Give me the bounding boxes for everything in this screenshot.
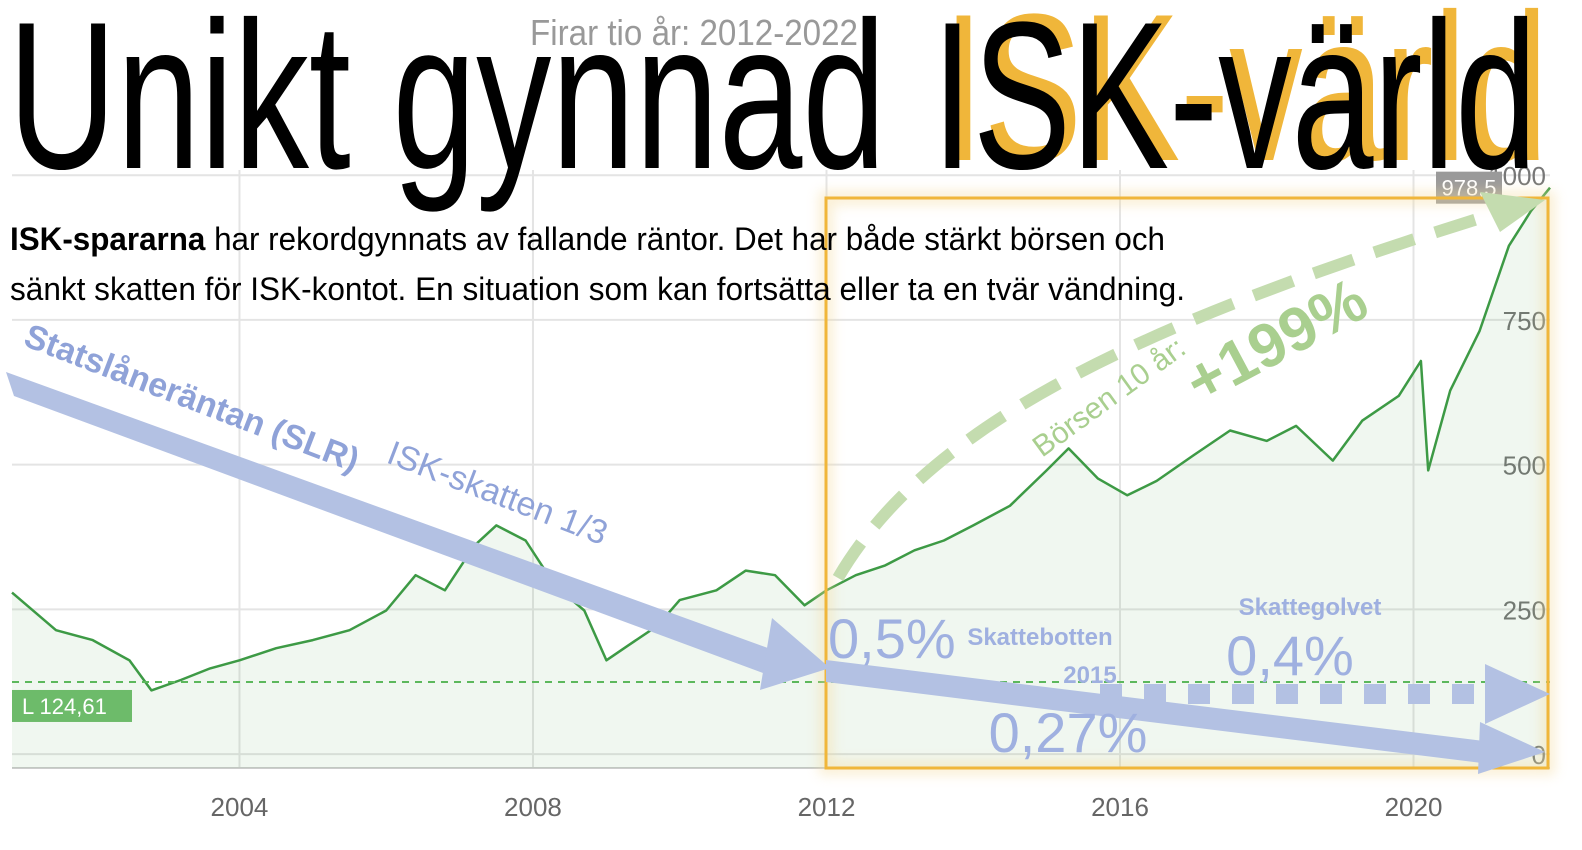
intro-line: ISK-spararna har rekordgynnats av fallan… bbox=[10, 221, 1165, 257]
tax-bottom-year: 2015 bbox=[1063, 662, 1116, 689]
floor-arrow-head bbox=[1485, 664, 1550, 724]
x-tick-label: 2004 bbox=[211, 792, 269, 822]
x-tick-label: 2008 bbox=[504, 792, 562, 822]
rate-2012: 0,5% bbox=[828, 607, 956, 670]
low-label: L 124,61 bbox=[22, 694, 107, 719]
low-label-box bbox=[12, 689, 132, 722]
slr-arrow-head bbox=[760, 618, 830, 690]
line bbox=[11, 186, 1551, 692]
rate-arrows bbox=[6, 372, 1550, 774]
y-tick-label: 500 bbox=[1503, 451, 1546, 481]
intro-text: har rekordgynnats av fallande räntor. De… bbox=[205, 221, 1165, 257]
x-tick-label: 2016 bbox=[1091, 792, 1149, 822]
tax-bottom-label: Skattebotten bbox=[967, 624, 1112, 651]
intro-bold: ISK-spararna bbox=[10, 221, 206, 257]
area bbox=[12, 187, 1550, 768]
rate-floor: 0,4% bbox=[1226, 624, 1354, 687]
stock-trend-head bbox=[1480, 192, 1545, 232]
tax-arrow-shaft bbox=[826, 660, 1492, 764]
intro-line: sänkt skatten för ISK-kontot. En situati… bbox=[10, 271, 1185, 307]
y-tick-label: 750 bbox=[1503, 306, 1546, 336]
rate-now: 0,27% bbox=[989, 701, 1148, 764]
title-highlight: ISK-värld bbox=[932, 0, 1537, 213]
slr-arrow-shaft bbox=[6, 372, 790, 680]
subtitle: Firar tio år: 2012-2022 bbox=[530, 12, 858, 53]
y-tick-label: 250 bbox=[1503, 595, 1546, 625]
x-tick-label: 2020 bbox=[1385, 792, 1443, 822]
overlay: Statslåneräntan (SLR) ISK-skatten 1/3 Bö… bbox=[6, 0, 1555, 775]
tax-arrow-head bbox=[1478, 722, 1545, 774]
stock-trend-arrow bbox=[832, 206, 1502, 582]
x-tick-label: 2012 bbox=[798, 792, 856, 822]
title: Unikt gynnad bbox=[8, 0, 886, 213]
highlight-box bbox=[824, 196, 1550, 770]
tax-floor-label: Skattegolvet bbox=[1239, 594, 1382, 621]
title-highlight-shadow: ISK-värld bbox=[943, 0, 1548, 205]
